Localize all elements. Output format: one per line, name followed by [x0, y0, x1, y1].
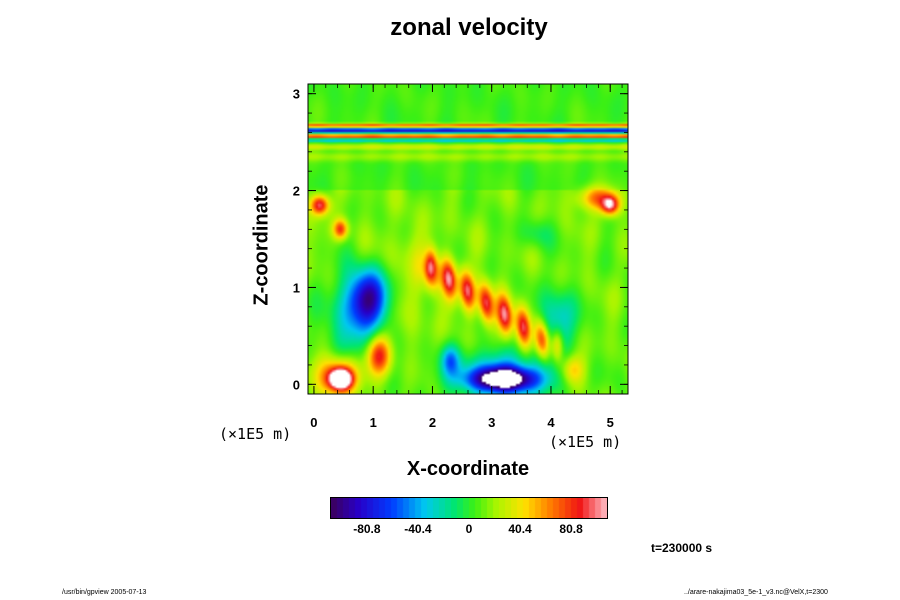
footer-command: /usr/bin/gpview 2005-07-13: [62, 589, 147, 596]
y-tick-label: 3: [293, 87, 300, 102]
y-tick-label: 0: [293, 377, 300, 392]
chart-title: zonal velocity: [390, 14, 548, 41]
plot-area: [308, 84, 628, 394]
plot-frame: [307, 83, 629, 395]
footer-file: ../arare-nakajima03_5e-1_v3.nc@VelX,t=23…: [684, 589, 828, 596]
colorbar-gradient: [330, 497, 608, 519]
x-tick-label: 4: [547, 415, 555, 430]
y-tick-label: 2: [293, 184, 300, 199]
x-tick-label: 3: [488, 415, 495, 430]
colorbar-tick-label: -80.8: [353, 522, 381, 536]
y-axis-unit: (×1E5 m): [219, 425, 292, 443]
y-axis-label: Z-coordinate: [250, 184, 273, 306]
velocity-field-heatmap: [308, 84, 628, 394]
y-tick-label: 1: [293, 280, 300, 295]
colorbar-tick-label: 0: [465, 522, 473, 536]
colorbar: [330, 497, 608, 519]
x-tick-label: 0: [310, 415, 317, 430]
colorbar-tick-label: 40.4: [508, 522, 532, 536]
x-tick-label: 5: [607, 415, 614, 430]
x-axis-unit: (×1E5 m): [549, 433, 622, 451]
colorbar-tick-label: 80.8: [559, 522, 583, 536]
colorbar-tick-labels: -80.8 -40.4 0 40.4 80.8: [330, 522, 608, 542]
colorbar-tick-label: -40.4: [404, 522, 432, 536]
x-axis-label: X-coordinate: [406, 458, 530, 480]
x-tick-label: 1: [370, 415, 377, 430]
time-label: t=230000 s: [651, 541, 713, 555]
x-tick-label: 2: [429, 415, 436, 430]
